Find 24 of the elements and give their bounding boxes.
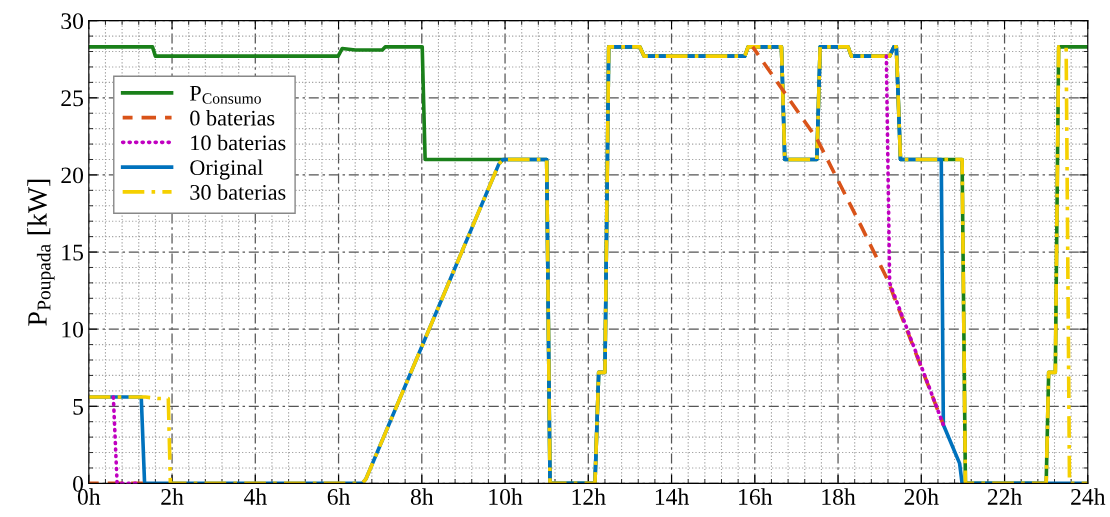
y-tick-label: 30: [61, 13, 84, 30]
legend-label: 10 baterias: [191, 134, 286, 151]
y-tick-label: 25: [61, 90, 84, 107]
y-tick-label: 5: [73, 399, 84, 415]
x-tick-label: 18h: [822, 488, 856, 505]
x-tick-label: 12h: [572, 488, 606, 505]
y-tick-label: 15: [62, 244, 84, 261]
x-tick-label: 22h: [987, 488, 1022, 505]
x-tick-label: 2h: [161, 488, 184, 505]
y-tick-label: 20: [61, 167, 84, 184]
x-tick-label: 20h: [904, 488, 939, 505]
x-tick-label: 4h: [243, 488, 267, 505]
x-tick-label: 16h: [739, 488, 773, 505]
legend-label: 0 baterias: [190, 109, 275, 126]
x-tick-label: 10h: [489, 488, 523, 505]
y-axis-title: P$_{Poupada}$ [kW]: [27, 179, 55, 326]
legend-label: Original: [190, 159, 263, 180]
legend-label: P$_{Consumo}$: [189, 85, 261, 104]
legend-label: 30 baterias: [190, 184, 286, 200]
x-tick-label: 8h: [410, 488, 434, 505]
x-tick-label: 6h: [327, 488, 351, 505]
x-tick-label: 24h: [1071, 488, 1106, 505]
x-tick-label: 14h: [655, 488, 689, 505]
y-tick-label: 10: [62, 321, 84, 338]
